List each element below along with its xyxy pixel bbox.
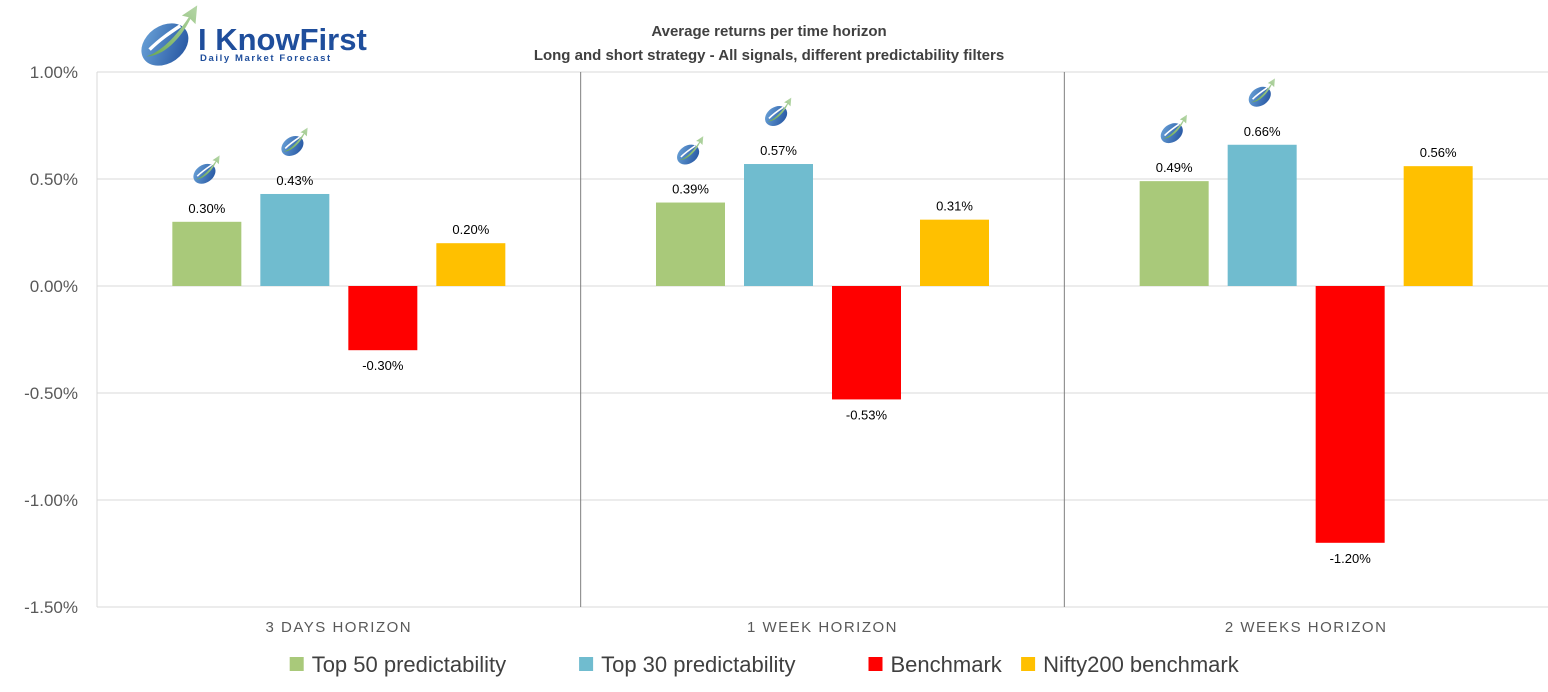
logo-marker-icon: [674, 135, 705, 167]
bar: [920, 219, 989, 286]
category-label: 1 WEEK HORIZON: [747, 619, 898, 636]
bar: [260, 193, 330, 286]
bar: [832, 286, 901, 400]
bar: [1403, 166, 1473, 286]
x-axis-categories: 3 DAYS HORIZON 1 WEEK HORIZON 2 WEEKS HORI…: [266, 619, 1388, 636]
y-tick-label: 0.00%: [30, 277, 78, 296]
data-label: 0.57%: [760, 143, 797, 158]
y-tick-label: -0.50%: [24, 384, 78, 403]
legend-swatch: [1021, 657, 1036, 671]
bar: [1139, 181, 1209, 286]
legend-item: Top 30 predictability: [579, 652, 796, 677]
data-labels: 0.30% 0.43% -0.30% 0.20% 0.39% 0.57% -0.53% 0.3…: [188, 124, 1457, 566]
y-tick-label: -1.50%: [24, 598, 78, 617]
data-label: 0.66%: [1244, 124, 1281, 139]
logo-swoosh-icon: [132, 3, 200, 70]
legend-label: Top 50 predictability: [312, 652, 506, 677]
data-label: -0.53%: [846, 407, 888, 422]
data-label: -1.20%: [1330, 551, 1372, 566]
logo-marker-icon: [190, 154, 221, 186]
y-tick-label: 0.50%: [30, 170, 78, 189]
data-label: 0.30%: [188, 201, 225, 216]
data-label: 0.31%: [936, 199, 973, 214]
chart-subtitle: Long and short strategy - All signals, d…: [534, 47, 1004, 64]
logo-markers: [190, 77, 1276, 186]
data-label: 0.49%: [1156, 160, 1193, 175]
bar: [348, 286, 418, 351]
chart-title: Average returns per time horizon: [651, 23, 886, 40]
logo-wordmark: I KnowFirst: [198, 22, 367, 57]
logo-marker-icon: [762, 96, 793, 129]
logo-marker-icon: [1246, 77, 1276, 109]
legend-swatch: [289, 657, 304, 671]
bars: [172, 144, 1473, 543]
data-label: 0.43%: [276, 173, 313, 188]
logo-tagline: Daily Market Forecast: [200, 53, 332, 64]
brand-logo: I KnowFirst Daily Market Forecast: [132, 3, 367, 70]
y-axis-ticks: 1.00% 0.50% 0.00% -0.50% -1.00% -1.50%: [24, 63, 78, 617]
bar: [656, 202, 725, 286]
category-label: 2 WEEKS HORIZON: [1225, 619, 1388, 636]
data-label: 0.39%: [672, 182, 709, 197]
bar: [436, 243, 506, 286]
legend-label: Nifty200 benchmark: [1043, 652, 1240, 677]
logo-marker-icon: [1158, 113, 1188, 146]
data-label: 0.56%: [1420, 145, 1457, 160]
legend: Top 50 predictability Top 30 predictabili…: [289, 652, 1240, 677]
bar: [1227, 144, 1297, 286]
legend-swatch: [868, 657, 883, 671]
legend-label: Top 30 predictability: [601, 652, 795, 677]
category-label: 3 DAYS HORIZON: [266, 619, 413, 636]
data-label: 0.20%: [452, 222, 489, 237]
bar: [172, 221, 242, 286]
legend-item: Benchmark: [868, 652, 1003, 677]
gridlines: [96, 71, 1548, 608]
legend-swatch: [579, 657, 594, 671]
y-tick-label: -1.00%: [24, 491, 78, 510]
logo-marker-icon: [278, 126, 309, 158]
bar: [1315, 286, 1385, 543]
legend-item: Nifty200 benchmark: [1021, 652, 1240, 677]
legend-item: Top 50 predictability: [289, 652, 506, 677]
legend-label: Benchmark: [891, 652, 1003, 677]
bar: [744, 164, 813, 286]
data-label: -0.30%: [362, 358, 404, 373]
y-tick-label: 1.00%: [30, 63, 78, 82]
